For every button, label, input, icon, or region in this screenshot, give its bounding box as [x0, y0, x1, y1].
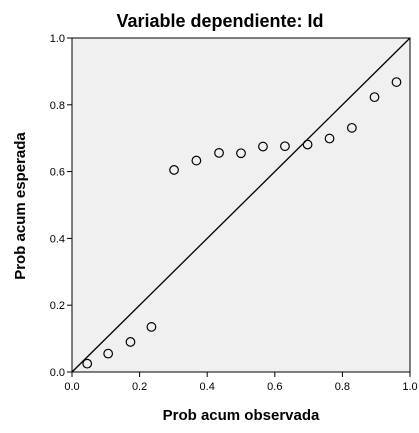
x-tick-label: 1.0 [402, 381, 417, 393]
y-axis-label: Prob acum esperada [12, 132, 29, 280]
y-tick-label: 0.2 [50, 300, 65, 312]
x-axis-label: Prob acum observada [163, 407, 320, 424]
y-tick-label: 0.6 [50, 167, 65, 179]
data-points [82, 77, 402, 369]
data-point [125, 337, 136, 347]
x-tick-label: 0.6 [267, 381, 282, 393]
y-tick-label: 1.0 [50, 33, 65, 45]
data-point [214, 147, 224, 158]
data-point [82, 358, 93, 369]
data-point [169, 165, 179, 175]
x-tick-label: 0.0 [64, 381, 79, 393]
data-point [258, 141, 268, 152]
y-tick-label: 0.4 [50, 233, 65, 245]
x-tick-label: 0.2 [132, 381, 147, 393]
data-point [146, 322, 157, 332]
data-point [280, 141, 290, 152]
chart-title: Variable dependiente: Id [116, 11, 323, 31]
data-point [324, 133, 335, 144]
data-point [369, 92, 380, 103]
data-point [346, 122, 357, 133]
data-point [391, 77, 402, 87]
data-point [236, 148, 246, 159]
x-tick-label: 0.4 [200, 381, 215, 393]
y-axis: 0.0 0.2 0.4 0.6 0.8 1.0 [50, 33, 72, 379]
data-point [191, 155, 202, 166]
y-tick-label: 0.0 [50, 367, 65, 379]
x-tick-label: 0.8 [335, 381, 350, 393]
y-tick-label: 0.8 [50, 100, 65, 112]
reference-line [71, 37, 411, 373]
x-axis: 0.0 0.2 0.4 0.6 0.8 1.0 [64, 372, 418, 393]
data-point [302, 139, 313, 150]
data-point [103, 348, 114, 359]
